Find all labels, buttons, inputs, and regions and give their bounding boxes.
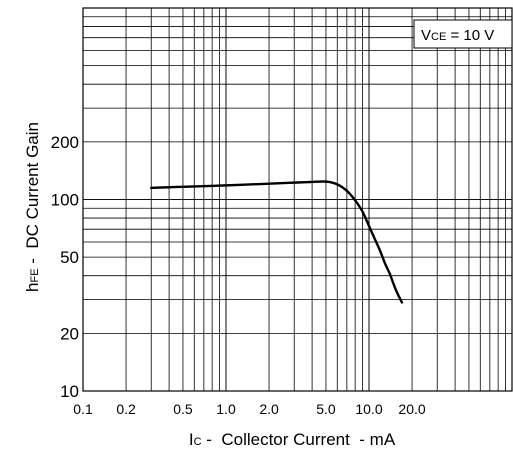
hfe-curve [150, 180, 404, 304]
x-tick-label: 0.1 [73, 401, 93, 417]
annotation-box [413, 19, 513, 49]
annotation-rest: = 10 V [446, 27, 494, 44]
y-tick-label: 10 [60, 382, 79, 401]
y-axis-ticks: 10 20 50 100 200 [51, 133, 79, 401]
x-axis-ticks: 0.1 0.2 0.5 1.0 2.0 5.0 10.0 20.0 [73, 401, 426, 417]
x-axis-label-sub: C [194, 436, 202, 448]
plot-frame [82, 7, 513, 392]
y-tick-label: 100 [51, 191, 79, 210]
series-curves [150, 180, 404, 304]
x-tick-label: 10.0 [355, 401, 382, 417]
x-axis-label: IC - Collector Current - mA [189, 430, 396, 449]
vce-annotation: VCE = 10 V [421, 27, 494, 44]
x-tick-label: 0.2 [116, 401, 136, 417]
annotation-sub: CE [431, 31, 446, 43]
x-tick-label: 1.0 [216, 401, 236, 417]
x-tick-label: 20.0 [398, 401, 425, 417]
y-axis-label: hFE - DC Current Gain [23, 122, 42, 292]
x-tick-label: 5.0 [316, 401, 336, 417]
x-axis-label-rest: - Collector Current - mA [202, 430, 396, 449]
y-tick-label: 200 [51, 133, 79, 152]
y-axis-label-rest: - DC Current Gain [23, 122, 42, 268]
annotation-main: V [421, 27, 431, 44]
y-axis-label-main: h [23, 283, 42, 292]
y-axis-label-sub: FE [29, 268, 41, 282]
x-axis-label-main: I [189, 430, 194, 449]
y-tick-label: 50 [60, 248, 79, 267]
x-tick-label: 0.5 [173, 401, 193, 417]
x-tick-label: 2.0 [259, 401, 279, 417]
grid [82, 7, 513, 392]
y-tick-label: 20 [60, 324, 79, 343]
